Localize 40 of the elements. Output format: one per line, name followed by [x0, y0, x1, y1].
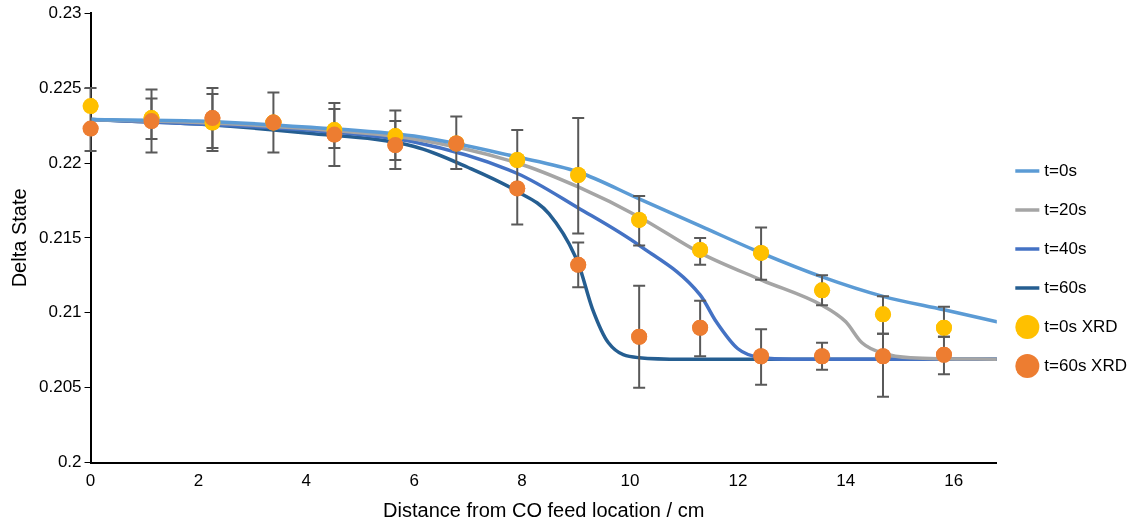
x-tick-label: 6: [409, 471, 419, 491]
x-tick-label: 2: [193, 471, 204, 491]
legend-label: t=60s XRD: [1044, 355, 1128, 375]
point: [814, 282, 831, 299]
x-tick-label: 10: [620, 471, 640, 491]
point: [631, 211, 648, 228]
x-tick-label: 4: [301, 471, 312, 491]
legend-label: t=0s: [1044, 160, 1077, 180]
point: [935, 319, 952, 336]
x-tick-label: 16: [944, 471, 964, 491]
point: [326, 126, 343, 143]
y-tick-label: 0.2: [57, 452, 82, 472]
legend-label: t=0s XRD: [1044, 316, 1118, 336]
point: [935, 346, 952, 363]
legend-label: t=20s: [1044, 199, 1087, 219]
y-tick-label: 0.23: [48, 2, 82, 22]
y-tick-label: 0.215: [38, 227, 82, 247]
x-tick-label: 8: [517, 471, 527, 491]
legend-label: t=60s: [1044, 277, 1087, 297]
point: [509, 152, 526, 168]
y-axis-title: Delta State: [7, 188, 30, 288]
x-axis-title: Distance from CO feed location / cm: [383, 498, 705, 521]
point: [692, 241, 709, 258]
y-tick-label: 0.225: [38, 77, 82, 97]
point: [570, 166, 587, 183]
point: [692, 319, 709, 336]
point: [387, 137, 404, 154]
y-tick-label: 0.22: [48, 152, 82, 172]
point: [204, 110, 221, 127]
x-tick-label: 14: [836, 471, 856, 491]
x-tick-label: 0: [85, 471, 96, 491]
point: [814, 348, 831, 365]
legend-label: t=40s: [1044, 238, 1087, 258]
point: [509, 180, 526, 197]
point: [875, 306, 891, 323]
point: [875, 348, 891, 365]
point: [631, 328, 648, 345]
y-tick-label: 0.205: [38, 377, 82, 397]
x-tick-label: 12: [728, 471, 748, 491]
y-tick-label: 0.21: [48, 302, 82, 322]
